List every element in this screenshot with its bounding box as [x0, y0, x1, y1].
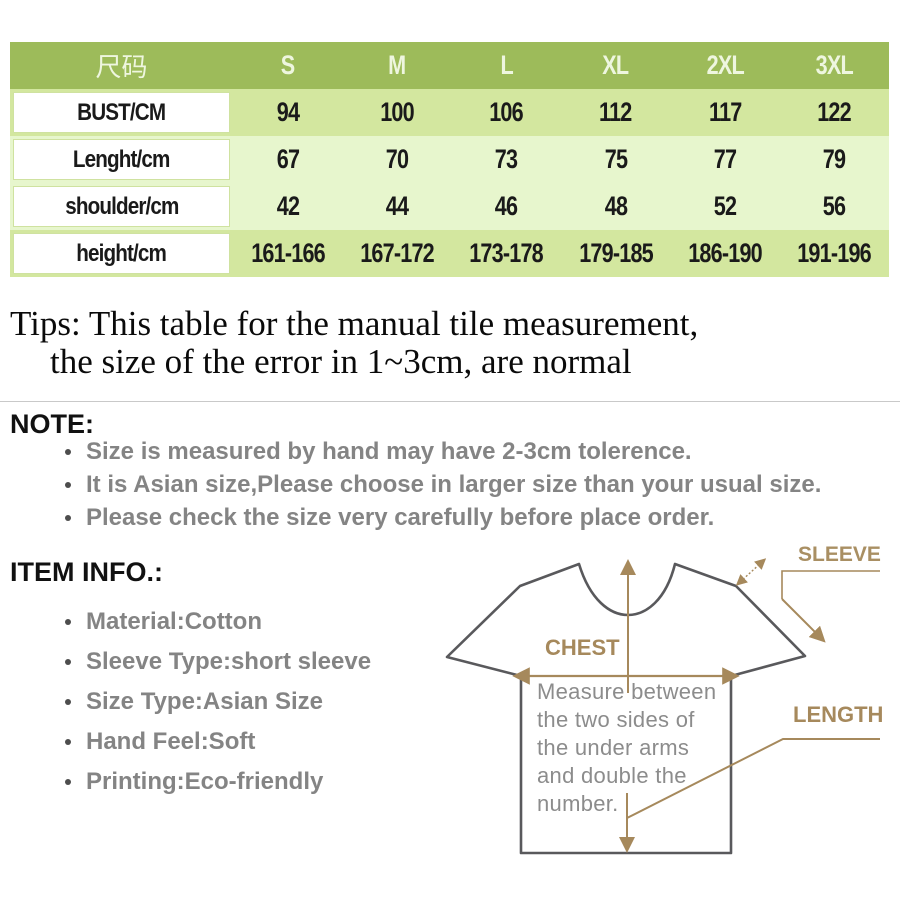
svg-text:the under arms: the under arms [537, 735, 689, 760]
svg-text:and double the: and double the [537, 763, 687, 788]
svg-text:LENGTH: LENGTH [793, 702, 883, 727]
svg-text:the two sides of: the two sides of [537, 707, 695, 732]
svg-text:number.: number. [537, 791, 619, 816]
svg-text:CHEST: CHEST [545, 635, 620, 660]
svg-text:Measure between: Measure between [537, 679, 716, 704]
svg-text:SLEEVE: SLEEVE [798, 543, 881, 566]
